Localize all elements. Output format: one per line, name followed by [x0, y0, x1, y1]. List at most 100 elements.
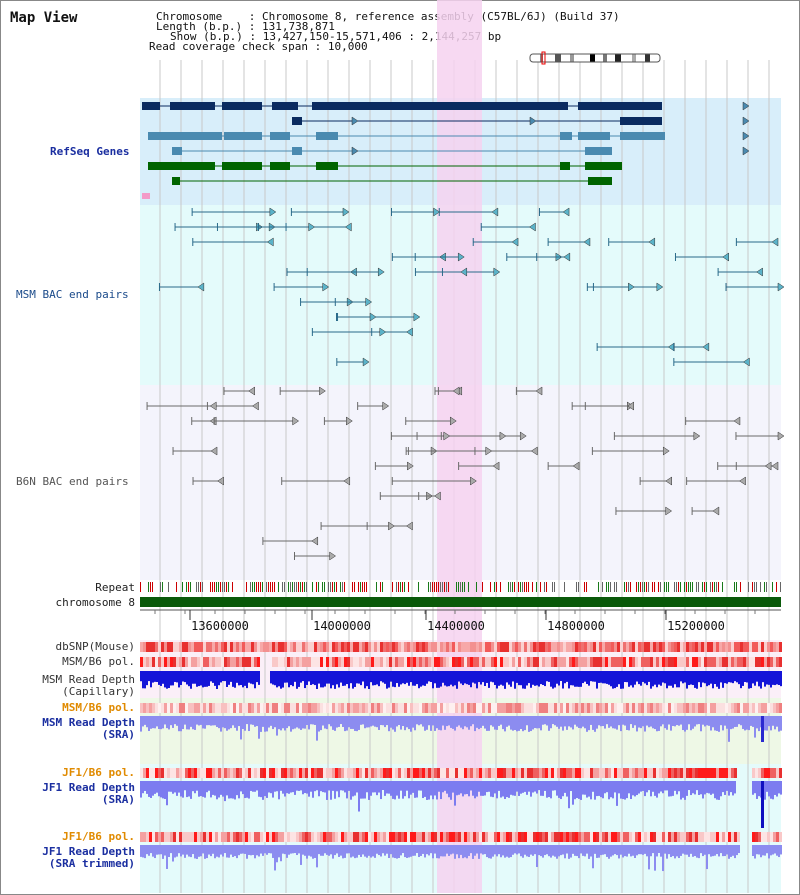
- repeat-mark: [638, 582, 639, 592]
- jf1-sra-depth-bar: [478, 781, 480, 792]
- repeat-mark: [360, 582, 361, 592]
- jf1-sra-depth-bar: [156, 781, 158, 793]
- msm-sra-depth-bar: [712, 716, 714, 728]
- dbsnp-cell: [179, 642, 182, 652]
- jf1-sra-depth-bar: [412, 781, 414, 793]
- msm-sra-depth-bar: [314, 716, 316, 725]
- msm-sra-depth-bar: [546, 716, 548, 726]
- msm-sra-depth-bar: [402, 716, 404, 727]
- dbsnp-cell: [731, 642, 734, 652]
- jf1-trim-depth-bar: [730, 845, 732, 857]
- jf1-sra-depth-bar: [192, 781, 194, 792]
- msm-cap-depth-bar: [228, 671, 230, 685]
- jf1-sra-depth-bar: [588, 781, 590, 797]
- repeat-mark: [408, 582, 409, 592]
- msm-cap-depth-bar: [708, 671, 710, 686]
- jf1-pol-trim-cell: [284, 832, 287, 842]
- msm-pol-sra-cell: [260, 703, 263, 713]
- msm-sra-depth-bar: [168, 716, 170, 730]
- msm-cap-depth-bar: [766, 671, 768, 685]
- msm-cap-depth-bar: [324, 671, 326, 687]
- jf1-trim-depth-bar: [144, 845, 146, 859]
- repeat-mark: [660, 582, 661, 592]
- msm-pol-sra-cell: [323, 703, 326, 713]
- msm-sra-depth-bar: [770, 716, 772, 731]
- msm-pol-cell: [332, 657, 335, 667]
- msm-pol-cell: [773, 657, 776, 667]
- jf1-sra-depth-bar: [474, 781, 476, 799]
- msm-pol-cell: [365, 657, 368, 667]
- jf1-trim-depth-bar: [456, 845, 458, 855]
- jf1-trim-depth-bar: [694, 845, 696, 857]
- repeat-mark: [152, 582, 153, 592]
- msm-sra-depth-bar: [272, 716, 274, 730]
- jf1-trim-depth-bar: [686, 845, 688, 855]
- repeat-mark: [418, 582, 419, 592]
- dbsnp-cell: [575, 642, 578, 652]
- jf1-trim-depth-bar: [248, 845, 250, 855]
- jf1-pol-trim-cell: [653, 832, 656, 842]
- msm-pol-sra-cell: [308, 703, 311, 713]
- jf1-pol-trim-cell: [752, 832, 755, 842]
- jf1-sra-depth-bar: [370, 781, 372, 796]
- repeat-mark: [722, 582, 723, 592]
- jf1-pol-trim-cell: [314, 832, 317, 842]
- msm-pol-cell: [314, 657, 317, 667]
- jf1-sra-depth-bar: [436, 781, 438, 800]
- msm-sra-depth-bar: [264, 716, 266, 732]
- repeat-mark: [776, 582, 777, 592]
- msm-sra-depth-bar: [144, 716, 146, 725]
- msm-sra-depth-bar: [540, 716, 542, 731]
- jf1-trim-depth-bar: [636, 845, 638, 856]
- msm-pol-sra-cell: [500, 703, 503, 713]
- bac-end-arrow: [406, 521, 413, 531]
- msm-pol-sra-cell: [695, 703, 698, 713]
- jf1-trim-depth-bar: [304, 845, 306, 856]
- jf1-trim-depth-bar: [556, 845, 558, 859]
- msm-sra-depth-bar: [748, 716, 750, 731]
- msm-pol-sra-cell: [584, 703, 587, 713]
- jf1-sra-depth-bar: [510, 781, 512, 795]
- bac-end-arrow: [771, 237, 779, 247]
- msm-cap-depth-bar: [724, 671, 726, 684]
- msm-pol-cell: [164, 657, 167, 667]
- msm-pol-cell: [239, 657, 242, 667]
- jf1-pol-trim-cell: [662, 832, 665, 842]
- msm-cap-depth-bar: [302, 671, 304, 682]
- jf1-pol-cell: [452, 768, 455, 778]
- dbsnp-cell: [152, 642, 155, 652]
- msm-cap-depth-bar: [536, 671, 538, 686]
- jf1-trim-depth-bar: [400, 845, 402, 856]
- jf1-sra-depth-bar: [180, 781, 182, 797]
- bac-end-arrow: [485, 446, 493, 456]
- jf1-sra-depth-bar: [576, 781, 578, 799]
- gene-exon: [172, 147, 182, 155]
- msm-cap-depth-bar: [290, 671, 292, 686]
- jf1-trim-depth-bar: [440, 845, 442, 857]
- msm-sra-depth-bar: [544, 716, 546, 725]
- msm-pol-sra-cell: [239, 703, 242, 713]
- repeat-mark: [332, 582, 333, 592]
- repeat-mark: [702, 582, 703, 592]
- jf1-trim-depth-bar: [690, 845, 692, 854]
- jf1-sra-depth-bar: [686, 781, 688, 796]
- msm-pol-sra-cell: [740, 703, 743, 713]
- jf1-pol-cell: [347, 768, 350, 778]
- jf1-pol-cell: [191, 768, 194, 778]
- msm-cap-depth-bar: [192, 671, 194, 684]
- jf1-sra-depth-bar: [466, 781, 468, 795]
- gene-exon: [292, 117, 302, 125]
- jf1-sra-depth-bar: [410, 781, 412, 795]
- dbsnp-cell: [536, 642, 539, 652]
- msm-cap-depth-bar: [496, 671, 498, 689]
- dbsnp-cell: [308, 642, 311, 652]
- jf1-pol-cell: [626, 768, 629, 778]
- msm-pol-cell: [140, 657, 143, 667]
- msm-sra-depth-bar: [336, 716, 338, 728]
- jf1-sra-depth-bar: [198, 781, 200, 797]
- msm-cap-depth-bar: [608, 671, 610, 685]
- jf1-pol-cell: [464, 768, 467, 778]
- dbsnp-cell: [686, 642, 689, 652]
- dbsnp-cell: [278, 642, 281, 652]
